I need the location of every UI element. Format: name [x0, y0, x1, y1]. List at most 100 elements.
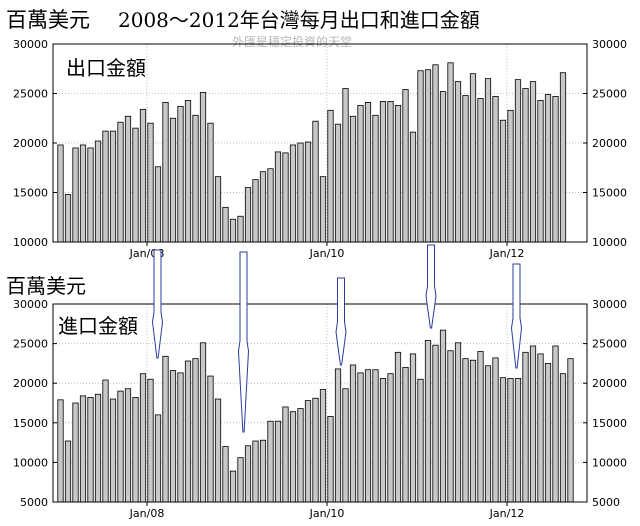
bar [492, 357, 499, 503]
bar [267, 420, 274, 503]
bar [124, 115, 132, 243]
bar [274, 420, 282, 503]
bar [102, 130, 109, 243]
bar [102, 379, 109, 503]
bar [229, 218, 237, 243]
bar [87, 397, 94, 503]
y-tick-label-left: 10000 [13, 456, 48, 469]
bar [79, 144, 87, 243]
bar [462, 358, 469, 503]
bar [312, 397, 319, 503]
watermark-subtitle: 外匯是穩定投資的天堂 [232, 35, 353, 49]
bar [357, 372, 364, 503]
bar [94, 393, 102, 503]
y-tick-label-right: 10000 [592, 456, 627, 469]
bar [417, 378, 424, 503]
bar [267, 168, 274, 243]
bar [432, 64, 439, 243]
bar [529, 81, 537, 243]
bar [319, 176, 327, 243]
bar [537, 353, 544, 503]
bar [349, 364, 357, 503]
bar [447, 62, 454, 243]
bar [469, 359, 477, 503]
y-tick-label-left: 30000 [13, 38, 48, 51]
y-tick-label-left: 25000 [13, 338, 48, 351]
bar [552, 345, 559, 503]
x-tick-label: Jan/10 [309, 507, 345, 520]
bar [552, 96, 559, 243]
bar [304, 141, 312, 243]
bar [447, 350, 454, 503]
bar [169, 117, 177, 243]
bar [222, 206, 229, 243]
plot-frame [52, 303, 588, 503]
bar [94, 140, 102, 243]
bar [154, 166, 162, 243]
chart-title: 2008～2012年台灣每月出口和進口金額 [118, 8, 480, 32]
bar [409, 353, 417, 503]
bar [544, 94, 552, 243]
unit-label-bottom: 百萬美元 [6, 274, 86, 298]
bar [492, 96, 499, 243]
bar [424, 340, 432, 503]
bar [237, 457, 244, 503]
bar [379, 378, 387, 503]
bar [72, 147, 79, 243]
bar [289, 144, 297, 243]
bar [124, 388, 132, 503]
y-tick-label-right: 25000 [592, 88, 627, 101]
bar [57, 399, 64, 503]
panel-label: 出口金額 [66, 56, 146, 80]
y-tick-label-right: 15000 [592, 417, 627, 430]
bar [327, 416, 334, 503]
bar [192, 358, 199, 503]
y-tick-label-right: 10000 [592, 236, 627, 249]
bar [312, 120, 319, 243]
connector-arrow [335, 277, 347, 366]
bar [222, 446, 229, 503]
bar [207, 122, 214, 243]
bar [274, 151, 282, 243]
bar [342, 388, 349, 503]
bar [454, 342, 462, 503]
bar [304, 400, 312, 503]
connector-arrow [425, 244, 437, 329]
y-tick-label-left: 15000 [13, 187, 48, 200]
bar [349, 115, 357, 243]
bar [364, 102, 372, 243]
y-tick-label-left: 10000 [13, 236, 48, 249]
y-tick-label-left: 20000 [13, 137, 48, 150]
bar [357, 104, 364, 243]
bar [199, 342, 207, 503]
bar [214, 398, 222, 503]
bar [184, 100, 192, 243]
bar [109, 130, 117, 243]
y-tick-label-left: 5000 [20, 496, 48, 509]
bar [484, 365, 492, 503]
bar [342, 88, 349, 243]
bar [402, 366, 409, 503]
bar [162, 355, 169, 503]
bar [252, 440, 259, 503]
bar [184, 360, 192, 503]
bar [139, 373, 147, 503]
bar [409, 131, 417, 243]
bar [237, 215, 244, 243]
bar [567, 358, 574, 503]
bar [439, 329, 447, 503]
bar [64, 440, 72, 503]
bar [64, 194, 72, 243]
unit-label-top: 百萬美元 [6, 8, 90, 32]
y-tick-label-right: 20000 [592, 137, 627, 150]
export-panel: 10000 10000 15000 15000 20000 20000 25000 25000… [13, 38, 627, 260]
bar [379, 101, 387, 243]
bar [499, 377, 507, 503]
y-tick-label-right: 30000 [592, 298, 627, 311]
connector-arrow [510, 263, 523, 369]
bar [559, 373, 567, 503]
bar [507, 378, 514, 503]
bar [259, 171, 267, 243]
bar [87, 147, 94, 243]
